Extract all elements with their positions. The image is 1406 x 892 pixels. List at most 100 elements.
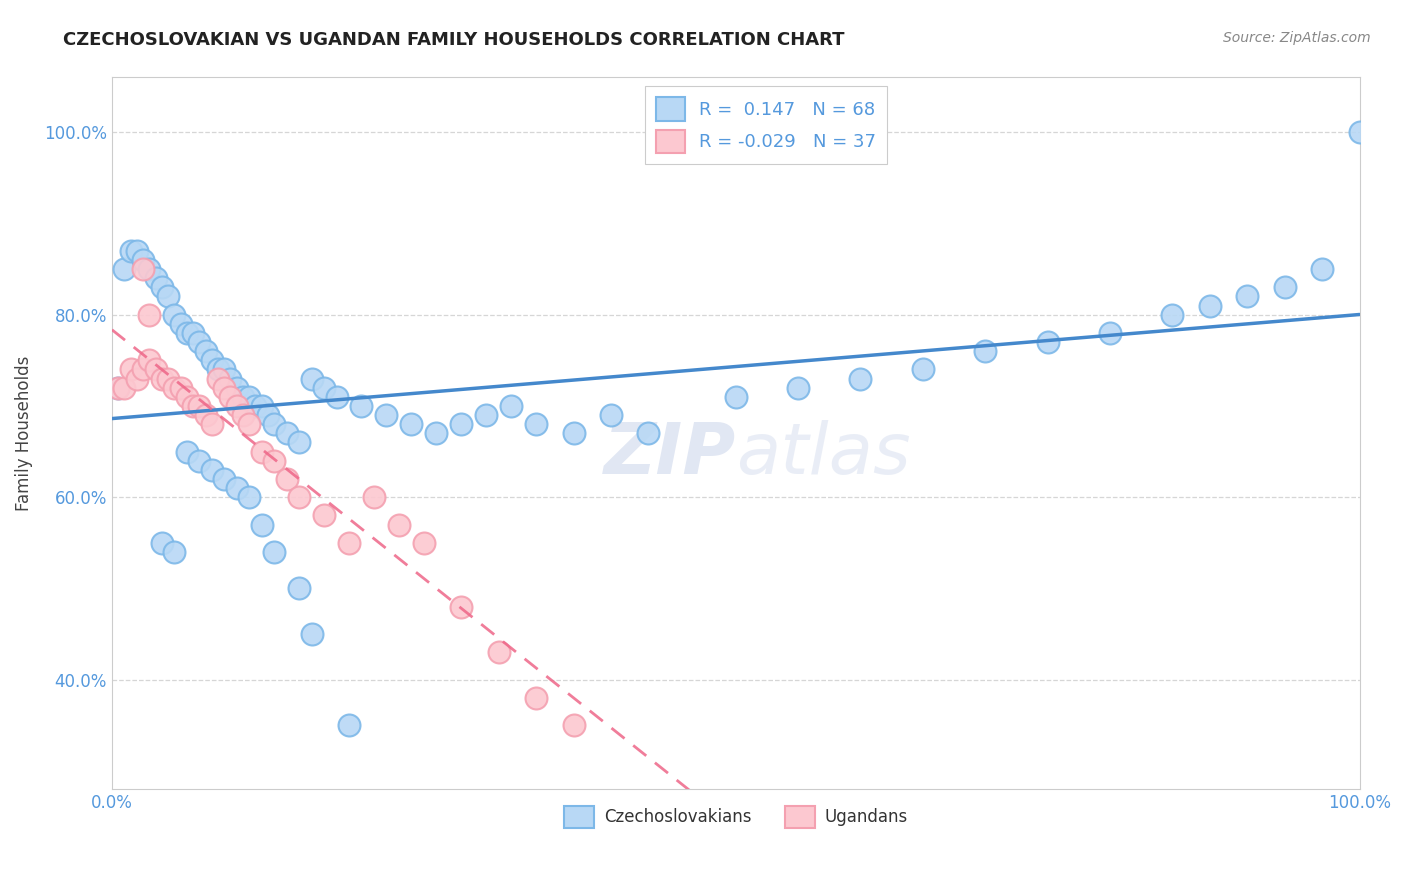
Point [250,517,273,532]
Point [157,289,180,303]
Point [176,326,198,340]
Point [150,536,173,550]
Point [125,371,148,385]
Point [132,262,155,277]
Point [276,426,298,441]
Point [201,417,224,432]
Point [181,326,204,340]
Point [157,371,180,385]
Point [169,381,191,395]
Point [488,645,510,659]
Point [120,362,142,376]
Point [911,362,934,376]
Point [337,536,360,550]
Text: atlas: atlas [735,420,910,489]
Point [132,252,155,267]
Point [450,599,472,614]
Point [375,408,398,422]
Point [1310,262,1333,277]
Point [138,262,160,277]
Point [201,463,224,477]
Point [225,381,247,395]
Point [201,353,224,368]
Point [388,517,411,532]
Point [257,408,280,422]
Point [337,718,360,732]
Point [188,334,211,349]
Point [132,362,155,376]
Point [263,417,285,432]
Text: ZIP: ZIP [603,420,735,489]
Point [263,545,285,559]
Point [232,408,254,422]
Point [288,582,311,596]
Point [524,417,547,432]
Point [145,362,167,376]
Point [600,408,623,422]
Point [312,381,335,395]
Point [250,399,273,413]
Point [107,381,129,395]
Point [181,399,204,413]
Point [724,390,747,404]
Point [475,408,498,422]
Point [401,417,423,432]
Point [212,381,235,395]
Point [263,453,285,467]
Point [163,545,186,559]
Point [1098,326,1121,340]
Text: Source: ZipAtlas.com: Source: ZipAtlas.com [1223,31,1371,45]
Point [849,371,872,385]
Point [1274,280,1296,294]
Point [169,317,191,331]
Point [212,472,235,486]
Point [1348,125,1371,139]
Point [450,417,472,432]
Point [276,472,298,486]
Point [176,444,198,458]
Point [207,371,229,385]
Point [238,417,260,432]
Point [145,271,167,285]
Point [176,390,198,404]
Point [363,490,385,504]
Point [150,371,173,385]
Point [1236,289,1258,303]
Legend: Czechoslovakians, Ugandans: Czechoslovakians, Ugandans [557,799,914,834]
Point [188,453,211,467]
Point [562,718,585,732]
Point [163,308,186,322]
Point [188,399,211,413]
Point [412,536,434,550]
Point [120,244,142,258]
Point [107,381,129,395]
Point [138,353,160,368]
Point [1161,308,1184,322]
Point [312,508,335,523]
Point [787,381,810,395]
Point [301,371,323,385]
Point [562,426,585,441]
Point [288,435,311,450]
Point [138,308,160,322]
Point [1036,334,1059,349]
Point [207,362,229,376]
Point [163,381,186,395]
Point [114,262,136,277]
Point [125,244,148,258]
Point [301,627,323,641]
Point [225,399,247,413]
Y-axis label: Family Households: Family Households [15,356,32,511]
Point [250,444,273,458]
Point [501,399,523,413]
Point [114,381,136,395]
Point [350,399,373,413]
Point [325,390,347,404]
Point [238,390,260,404]
Point [194,344,217,359]
Point [425,426,447,441]
Point [232,390,254,404]
Point [245,399,267,413]
Point [150,280,173,294]
Point [219,390,242,404]
